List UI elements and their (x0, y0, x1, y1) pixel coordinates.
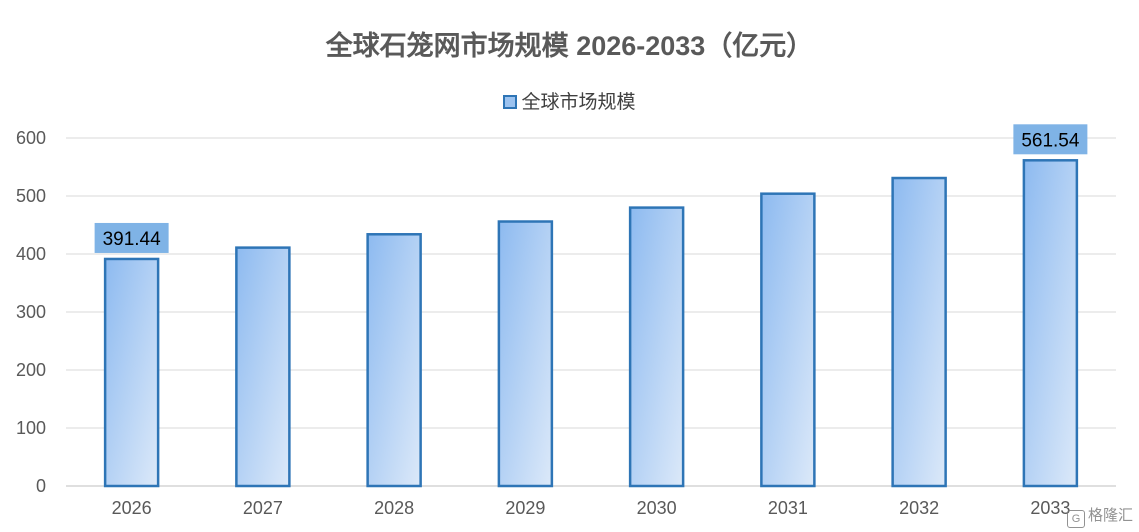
x-tick-label: 2031 (768, 498, 808, 518)
bar-2026 (103, 257, 160, 488)
x-tick-label: 2032 (899, 498, 939, 518)
bar-2027 (235, 246, 291, 488)
data-label-box (1013, 124, 1088, 155)
x-tick-label: 2033 (1030, 498, 1070, 518)
x-tick-label: 2026 (112, 498, 152, 518)
watermark-logo-icon: G (1066, 510, 1085, 528)
y-tick-label: 200 (16, 360, 46, 380)
x-axis: 2026 2027 2028 2029 2030 2031 2032 2033 (112, 498, 1071, 518)
x-tick-label: 2029 (505, 498, 545, 518)
legend-label: 全球市场规模 (521, 92, 636, 113)
data-label-2033: 561.54 (1021, 130, 1080, 151)
x-tick-label: 2028 (374, 498, 414, 518)
bar-2030 (628, 206, 685, 488)
x-tick-label: 2030 (637, 498, 677, 518)
legend-swatch (503, 95, 518, 109)
gridlines (66, 137, 1116, 487)
y-tick-label: 300 (16, 302, 46, 322)
y-tick-label: 0 (36, 476, 46, 496)
chart-title: 全球石笼网市场规模 2026-2033（亿元） (325, 31, 814, 61)
watermark-text: 格隆汇 (1087, 507, 1133, 524)
bars (103, 159, 1079, 488)
bar-2033 (1022, 159, 1079, 488)
bar-2031 (760, 192, 816, 488)
data-labels: 391.44 561.54 (94, 124, 1088, 253)
y-tick-label: 600 (16, 128, 46, 148)
watermark: G 格隆汇 (1066, 504, 1133, 528)
y-tick-label: 500 (16, 186, 46, 206)
y-axis: 0 100 200 300 400 500 600 (16, 128, 46, 496)
y-tick-label: 100 (16, 418, 46, 438)
data-label-2026: 391.44 (103, 229, 162, 250)
bar-2032 (891, 176, 947, 488)
x-tick-label: 2027 (243, 498, 283, 518)
y-tick-label: 400 (16, 244, 46, 264)
bar-2029 (497, 220, 554, 488)
data-label-box (94, 222, 169, 253)
chart-legend: 全球市场规模 (0, 87, 1139, 114)
bar-2028 (366, 233, 422, 488)
